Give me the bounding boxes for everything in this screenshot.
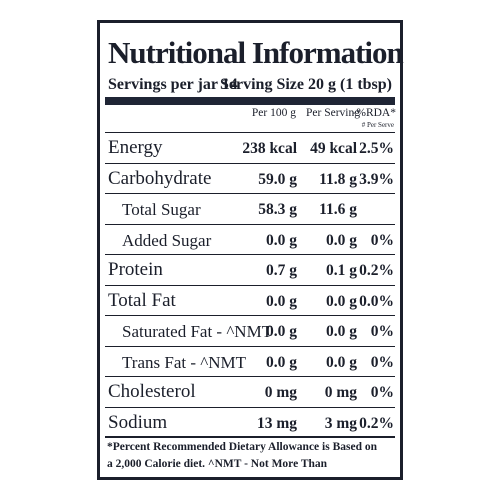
row-value: 13 mg xyxy=(256,414,297,432)
row-value: 0.2% xyxy=(359,262,394,279)
row-value: 0.0 g xyxy=(326,292,357,310)
row-label: Saturated Fat - ^NMT xyxy=(122,322,273,341)
row-label: Carbohydrate xyxy=(108,167,212,189)
row-value: 0% xyxy=(370,323,394,340)
row: Cholesterol 0 mg 0 mg 0% xyxy=(105,376,395,408)
footnote: *Percent Recommended Dietary Allowance i… xyxy=(105,436,395,470)
row-value: 11.6 g xyxy=(319,201,357,218)
nutrition-label: Nutritional Information Servings per jar… xyxy=(97,20,404,480)
row-value: 3 mg xyxy=(324,414,357,432)
row-value: 0 mg xyxy=(264,384,297,401)
row-label: Protein xyxy=(108,259,163,280)
row-value: 58.3 g xyxy=(258,201,297,218)
row-value: 0.0 g xyxy=(326,231,357,249)
divider-bar xyxy=(105,97,395,105)
row: Protein 0.7 g 0.1 g 0.2% xyxy=(105,254,395,286)
row-value: 0.0 g xyxy=(266,231,297,249)
footnote-line: *Percent Recommended Dietary Allowance i… xyxy=(107,441,377,453)
column-header: Per 100 g xyxy=(251,107,296,119)
row-value: 0.0 g xyxy=(266,292,297,310)
row-value: 0 mg xyxy=(324,384,357,401)
row-value: 59.0 g xyxy=(258,170,297,188)
row-value: 0% xyxy=(370,353,394,371)
row-value: 0.0 g xyxy=(266,353,297,371)
row-label: Total Sugar xyxy=(122,200,201,219)
row-value: 0% xyxy=(370,231,394,249)
row-value: 0.2% xyxy=(359,414,394,432)
column-note: # Per Serve xyxy=(361,121,394,129)
footnote-line: a 2,000 Calorie diet. ^NMT - Not More Th… xyxy=(107,458,328,470)
row-value: 0.0 g xyxy=(266,323,297,340)
row-value: 0.7 g xyxy=(266,262,297,279)
row: Sodium 13 mg 3 mg 0.2% xyxy=(105,406,395,439)
column-header: Per Serving xyxy=(306,107,360,119)
row-value: 49 kcal xyxy=(310,140,357,157)
row-value: 0.0% xyxy=(359,292,394,310)
row-value: 0.0 g xyxy=(326,353,357,371)
row-label: Cholesterol xyxy=(108,381,196,402)
row-value: 3.9% xyxy=(359,170,394,188)
title: Nutritional Information xyxy=(108,35,404,70)
serving-size: Serving Size 20 g (1 tbsp) xyxy=(220,76,392,93)
row-value: 0.0 g xyxy=(326,323,357,340)
column-header: -%RDA* xyxy=(352,107,396,119)
row: Energy 238 kcal 49 kcal 2.5% xyxy=(105,132,395,164)
row-value: 0.1 g xyxy=(326,262,357,279)
sub-row: Added Sugar 0.0 g 0.0 g 0% xyxy=(105,223,395,256)
row-value: 2.5% xyxy=(359,140,394,157)
row-label: Energy xyxy=(108,137,163,158)
row: Total Fat 0.0 g 0.0 g 0.0% xyxy=(105,284,395,317)
row-value: 11.8 g xyxy=(319,170,357,188)
sub-row: Saturated Fat - ^NMT 0.0 g 0.0 g 0% xyxy=(105,315,395,347)
servings: Servings per jar 14 xyxy=(108,76,238,93)
row-value: 0% xyxy=(370,384,394,401)
row-label: Sodium xyxy=(108,411,168,433)
sub-row: Total Sugar 58.3 g 11.6 g xyxy=(105,193,395,225)
row-label: Added Sugar xyxy=(122,230,212,250)
row-value: 238 kcal xyxy=(242,140,297,157)
row: Carbohydrate 59.0 g 11.8 g 3.9% xyxy=(105,162,395,195)
sub-row: Trans Fat - ^NMT 0.0 g 0.0 g 0% xyxy=(105,345,395,378)
row-label: Total Fat xyxy=(108,289,176,311)
row-label: Trans Fat - ^NMT xyxy=(122,352,246,372)
